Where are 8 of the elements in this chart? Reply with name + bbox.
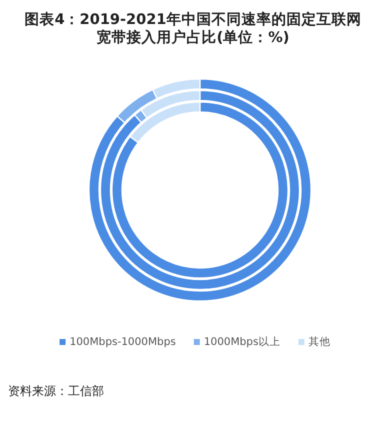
chart-title: 图表4：2019-2021年中国不同速率的固定互联网宽带接入用户占比(单位：%) xyxy=(24,10,362,46)
donut-slice xyxy=(88,78,312,302)
legend-label: 100Mbps-1000Mbps xyxy=(70,336,176,348)
text: 资料来源：工信部 xyxy=(8,384,104,398)
donut-slice xyxy=(100,90,300,290)
legend-label: 1000Mbps以上 xyxy=(204,335,280,348)
donut-slice xyxy=(111,101,289,278)
legend-label: 其他 xyxy=(308,335,330,348)
